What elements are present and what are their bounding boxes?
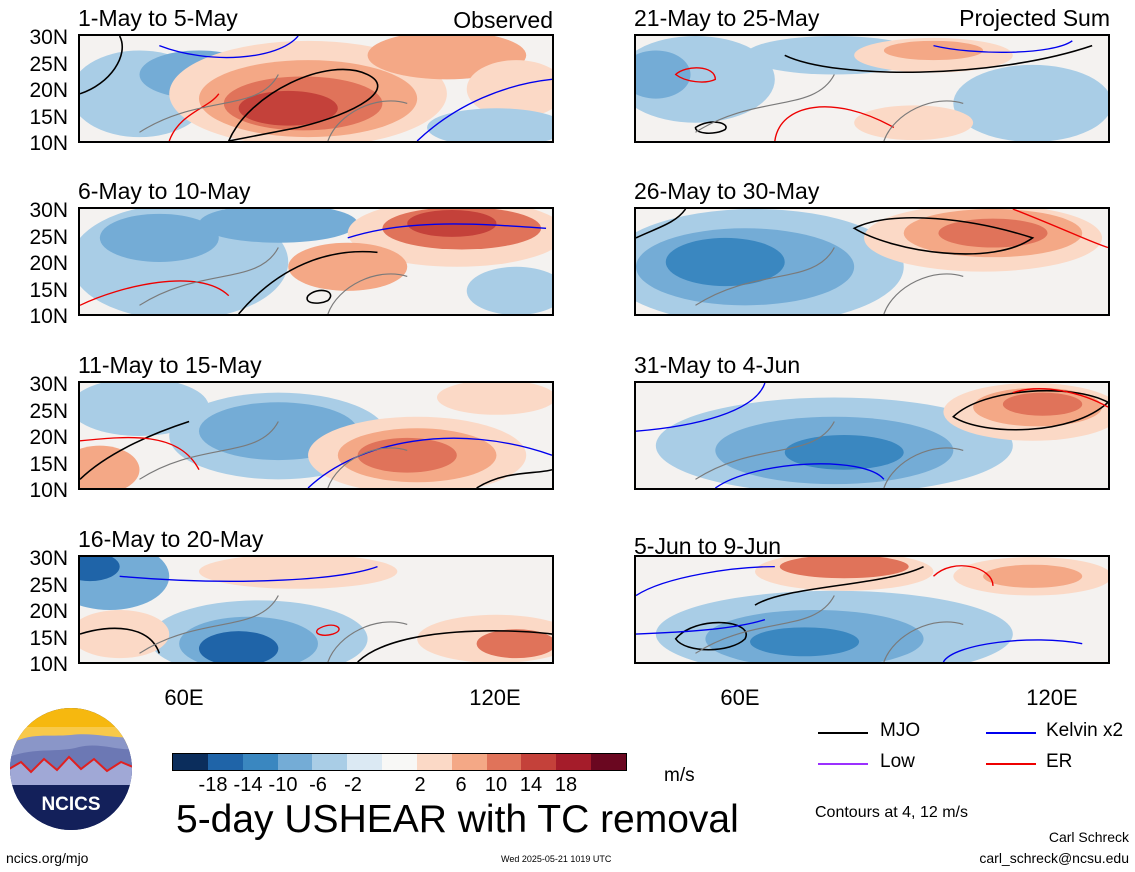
legend-line-kelvin xyxy=(986,732,1036,734)
legend-label: MJO xyxy=(880,720,921,741)
colorbar-swatch xyxy=(451,754,487,770)
main-title: 5-day USHEAR with TC removal xyxy=(176,798,739,841)
lon-label: 120E xyxy=(469,685,521,710)
lat-label: 15N xyxy=(29,627,68,650)
author-name: Carl Schreck xyxy=(1048,829,1129,845)
colorbar-tick: 14 xyxy=(519,774,543,796)
colorbar-tick: -10 xyxy=(268,774,298,796)
panel-title: 1-May to 5-May xyxy=(78,5,238,31)
lat-label: 15N xyxy=(29,453,68,476)
colorbar xyxy=(172,753,627,771)
lat-label: 20N xyxy=(29,79,68,102)
colorbar-tick: 18 xyxy=(554,774,578,796)
lat-label: 20N xyxy=(29,426,68,449)
panel-title: 5-Jun to 9-Jun xyxy=(634,533,782,559)
lat-label: 15N xyxy=(29,106,68,129)
map-panel xyxy=(78,381,554,490)
colorbar-swatch xyxy=(277,754,313,770)
panel-title: 16-May to 20-May xyxy=(78,526,264,552)
colorbar-tick: -2 xyxy=(344,774,362,796)
colorbar-tick: 2 xyxy=(414,774,426,796)
colorbar-swatch xyxy=(556,754,592,770)
lat-label: 10N xyxy=(29,479,68,502)
panel-title: 31-May to 4-Jun xyxy=(634,352,801,378)
colorbar-swatch xyxy=(207,754,243,770)
lat-label: 15N xyxy=(29,279,68,302)
map-panel xyxy=(634,34,1110,143)
colorbar-swatch xyxy=(521,754,557,770)
legend-line-er xyxy=(986,763,1036,765)
panel-title: 26-May to 30-May xyxy=(634,178,820,204)
panel-tag: Projected Sum xyxy=(959,5,1110,31)
lat-label: 25N xyxy=(29,574,68,597)
colorbar-tick: 10 xyxy=(484,774,508,796)
map-panel xyxy=(634,381,1110,490)
colorbar-swatch xyxy=(347,754,383,770)
lon-label: 60E xyxy=(720,685,760,710)
lat-label: 20N xyxy=(29,600,68,623)
legend-line-mjo xyxy=(818,732,868,734)
colorbar-swatch xyxy=(382,754,417,770)
colorbar-swatch xyxy=(416,754,452,770)
colorbar-swatch xyxy=(312,754,348,770)
panel-title: 21-May to 25-May xyxy=(634,5,820,31)
colorbar-unit: m/s xyxy=(664,765,695,786)
timestamp: Wed 2025-05-21 1019 UTC xyxy=(501,854,612,864)
map-panel xyxy=(78,34,554,143)
legend-label: Low xyxy=(880,751,915,772)
panel-tag: Observed xyxy=(453,7,553,33)
colorbar-swatch xyxy=(173,754,208,770)
lon-label: 60E xyxy=(164,685,204,710)
map-panel xyxy=(634,207,1110,316)
lat-label: 25N xyxy=(29,53,68,76)
lat-label: 25N xyxy=(29,226,68,249)
logo-text: NCICS xyxy=(41,794,100,815)
lat-label: 10N xyxy=(29,653,68,676)
panel-title: 11-May to 15-May xyxy=(78,352,262,378)
legend-line-low xyxy=(818,763,868,765)
map-panel xyxy=(634,555,1110,664)
lon-label: 120E xyxy=(1026,685,1078,710)
ncics-logo: NCICS xyxy=(9,707,133,831)
colorbar-tick: -18 xyxy=(198,774,228,796)
lat-label: 30N xyxy=(29,199,68,222)
colorbar-tick: -14 xyxy=(233,774,263,796)
panel-title: 6-May to 10-May xyxy=(78,178,251,204)
map-panel xyxy=(78,207,554,316)
colorbar-swatch xyxy=(242,754,278,770)
contours-note: Contours at 4, 12 m/s xyxy=(815,804,968,821)
colorbar-swatch xyxy=(591,754,626,770)
map-panel xyxy=(78,555,554,664)
colorbar-swatch xyxy=(486,754,522,770)
legend-label: ER xyxy=(1046,751,1073,772)
lat-label: 10N xyxy=(29,305,68,328)
colorbar-tick: -6 xyxy=(309,774,327,796)
lat-label: 10N xyxy=(29,132,68,155)
lat-label: 30N xyxy=(29,547,68,570)
author-email[interactable]: carl_schreck@ncsu.edu xyxy=(979,850,1129,866)
lat-label: 30N xyxy=(29,26,68,49)
site-link[interactable]: ncics.org/mjo xyxy=(6,850,89,866)
legend-label: Kelvin x2 xyxy=(1046,720,1124,741)
colorbar-tick: 6 xyxy=(455,774,467,796)
lat-label: 25N xyxy=(29,400,68,423)
lat-label: 20N xyxy=(29,252,68,275)
lat-label: 30N xyxy=(29,373,68,396)
